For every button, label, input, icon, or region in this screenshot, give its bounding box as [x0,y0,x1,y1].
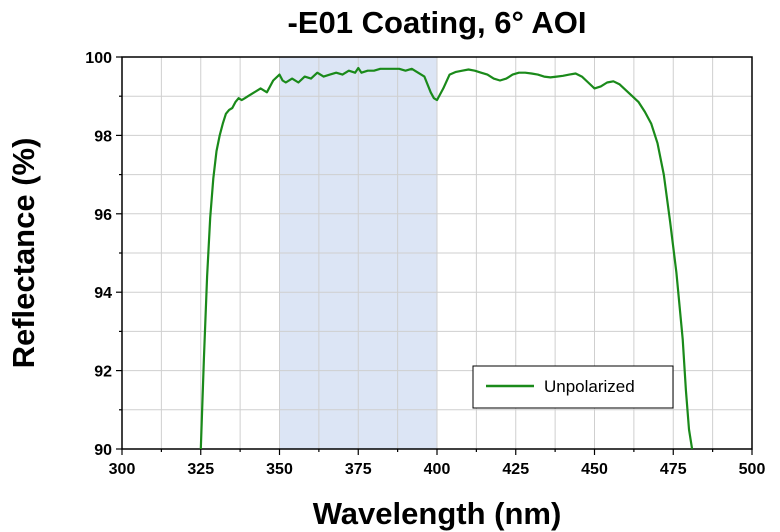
chart-title: -E01 Coating, 6° AOI [288,5,587,40]
x-tick-label: 500 [739,461,766,478]
y-tick-label: 94 [94,285,112,302]
x-tick-label: 350 [266,461,293,478]
y-axis-tick-labels: 90 92 94 96 98 100 [85,50,112,459]
y-tick-label: 96 [94,207,112,224]
x-tick-label: 375 [345,461,372,478]
x-tick-label: 400 [424,461,451,478]
y-tick-label: 92 [94,364,112,381]
y-axis-label: Reflectance (%) [6,138,41,369]
x-tick-label: 425 [502,461,529,478]
x-axis-label: Wavelength (nm) [313,496,562,531]
x-tick-label: 475 [660,461,687,478]
x-tick-label: 450 [581,461,608,478]
x-axis-tick-labels: 300 325 350 375 400 425 450 475 500 [109,461,766,478]
legend: Unpolarized [472,365,674,409]
legend-label-unpolarized: Unpolarized [544,377,635,396]
x-tick-label: 325 [187,461,214,478]
plot-area [116,56,753,455]
y-tick-label: 100 [85,50,112,67]
series-line-unpolarized [199,66,694,450]
y-tick-label: 90 [94,442,112,459]
axis-ticks [116,56,753,455]
y-tick-label: 98 [94,128,112,145]
x-tick-label: 300 [109,461,136,478]
